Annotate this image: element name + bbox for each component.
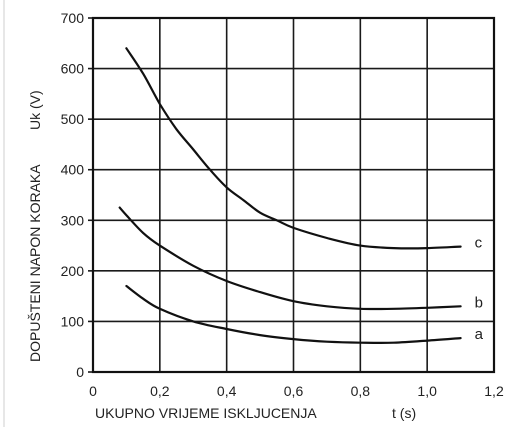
x-tick-label: 0,2 (150, 383, 170, 399)
y-tick-label: 0 (76, 364, 84, 380)
x-axis-label: UKUPNO VRIJEME ISKLJUCENJA (95, 405, 317, 421)
grid (88, 17, 495, 373)
x-tick-label: 0,6 (284, 383, 304, 399)
curves: c ba (118, 47, 484, 344)
y-tick-label: 600 (61, 61, 85, 77)
x-tick-label: 1,0 (417, 383, 437, 399)
x-tick-label: 1,2 (484, 383, 504, 399)
x-tick-label: 0,8 (351, 383, 371, 399)
series-line-b (118, 206, 462, 311)
series-label-b: b (475, 294, 483, 311)
series-label-a: a (475, 326, 484, 343)
series-line-c (125, 47, 462, 250)
y-tick-label: 200 (61, 263, 85, 279)
y-axis-ticks: 0 100 200 300 400 500 600 700 (61, 10, 85, 380)
y-axis-label: DOPUŠTENI NAPON KORAKA (27, 164, 43, 362)
x-axis-unit: t (s) (392, 405, 416, 421)
x-tick-label: 0,4 (217, 383, 237, 399)
plot-frame (91, 16, 496, 374)
series-label-c: c (475, 235, 483, 252)
y-tick-label: 500 (61, 111, 85, 127)
y-tick-label: 700 (61, 10, 85, 26)
y-axis-unit: Uk (V) (27, 90, 43, 130)
series-line-a (125, 284, 462, 344)
x-axis-ticks: 0 0,2 0,4 0,6 0,8 1,0 1,2 (89, 383, 504, 399)
y-tick-label: 300 (61, 212, 85, 228)
x-tick-label: 0 (89, 383, 97, 399)
y-tick-label: 100 (61, 313, 85, 329)
y-tick-label: 400 (61, 162, 85, 178)
